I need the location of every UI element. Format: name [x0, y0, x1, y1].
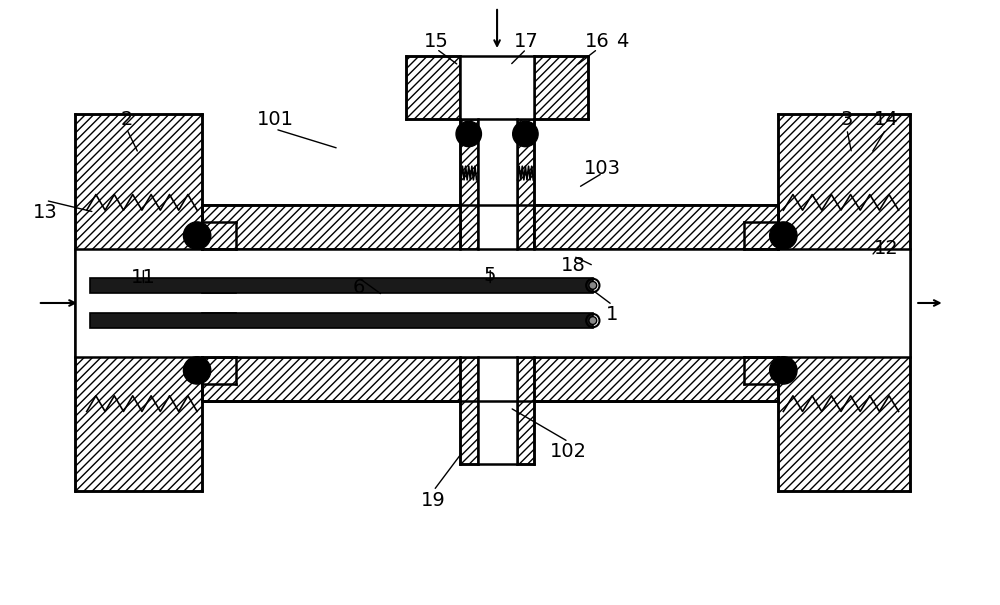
- Circle shape: [589, 316, 597, 324]
- Text: 12: 12: [874, 239, 898, 258]
- Bar: [406, 56, 460, 119]
- Text: 16: 16: [585, 31, 610, 51]
- Text: 18: 18: [561, 257, 586, 275]
- Text: 17: 17: [514, 31, 539, 51]
- Bar: [534, 56, 588, 119]
- Circle shape: [456, 121, 481, 146]
- Text: 19: 19: [421, 491, 446, 510]
- Bar: [478, 357, 517, 464]
- Text: 2: 2: [121, 110, 133, 129]
- Bar: [202, 205, 460, 249]
- Circle shape: [770, 357, 797, 384]
- Bar: [202, 249, 778, 357]
- Text: 1: 1: [606, 305, 619, 324]
- Text: 6: 6: [352, 278, 365, 297]
- Bar: [202, 205, 778, 249]
- Circle shape: [183, 357, 211, 384]
- Text: 14: 14: [874, 110, 898, 129]
- Text: 4: 4: [616, 31, 628, 51]
- Bar: [460, 56, 534, 119]
- Text: 15: 15: [424, 31, 449, 51]
- Bar: [534, 205, 778, 249]
- Bar: [517, 119, 534, 249]
- Text: 11: 11: [131, 268, 156, 287]
- Bar: [75, 114, 202, 491]
- Bar: [202, 357, 778, 401]
- Text: 103: 103: [584, 159, 621, 178]
- Text: 13: 13: [33, 203, 58, 221]
- Bar: [778, 114, 910, 491]
- Circle shape: [589, 281, 597, 289]
- Bar: [774, 249, 910, 357]
- Text: 3: 3: [841, 110, 853, 129]
- Bar: [90, 313, 593, 329]
- Bar: [460, 119, 478, 249]
- Text: 101: 101: [257, 110, 294, 129]
- Circle shape: [770, 222, 797, 249]
- Bar: [90, 278, 593, 293]
- Bar: [202, 357, 778, 401]
- Bar: [517, 357, 534, 464]
- Circle shape: [183, 222, 211, 249]
- Text: 5: 5: [484, 266, 496, 285]
- Bar: [75, 249, 207, 357]
- Circle shape: [513, 121, 538, 146]
- Bar: [460, 357, 478, 464]
- Bar: [478, 119, 517, 249]
- Text: 102: 102: [550, 442, 587, 461]
